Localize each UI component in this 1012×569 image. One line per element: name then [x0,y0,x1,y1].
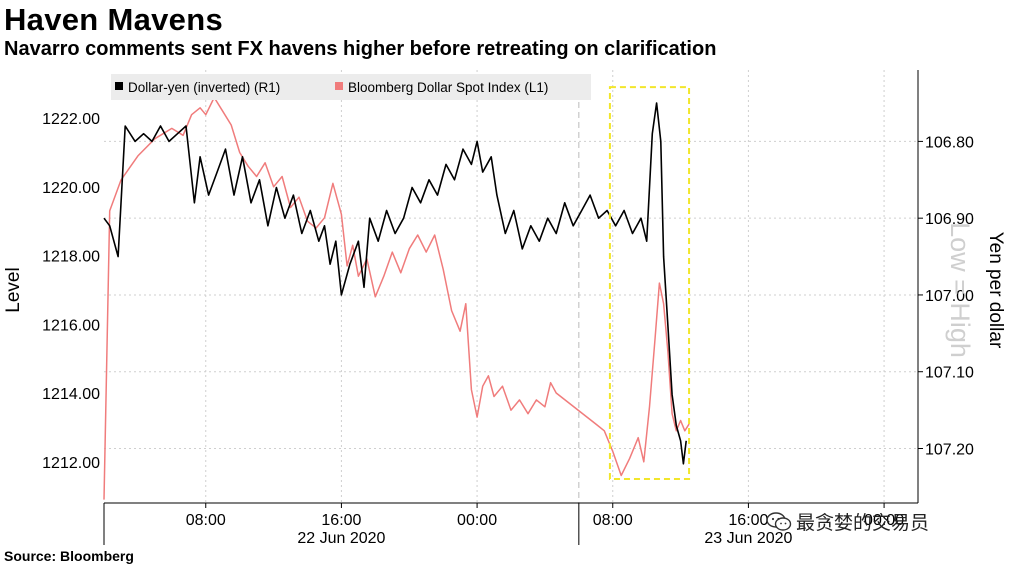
left-axis-label: Level [3,267,24,312]
left-tick-label: 1218.00 [42,249,100,266]
watermark: 最贪婪的交易员 [766,508,929,535]
x-tick-label: 16:00 [321,512,361,529]
right-axis-note: Low = High [945,222,975,358]
right-axis-label: Yen per dollar [985,232,1006,349]
highlight-box [608,86,691,480]
watermark-text: 最贪婪的交易员 [796,512,930,534]
chart-title: Haven Mavens [4,2,223,37]
legend-swatch-usd-yen [115,82,123,90]
legend-label-bbdxy: Bloomberg Dollar Spot Index (L1) [348,80,548,95]
wechat-icon [766,512,792,531]
x-tick-label: 00:00 [864,512,904,529]
right-tick-label: 107.10 [925,365,974,382]
x-date-label: 23 Jun 2020 [704,530,792,547]
right-tick-label: 106.80 [925,134,974,151]
left-tick-label: 1214.00 [42,386,100,403]
right-tick-label: 107.00 [925,288,974,305]
series-line-bbdxy [103,96,690,500]
left-tick-label: 1222.00 [42,111,100,128]
right-tick-label: 107.20 [925,441,974,458]
legend-background [111,74,591,100]
legend-label-usd-yen: Dollar-yen (inverted) (R1) [128,80,280,95]
x-tick-label: 16:00 [728,512,768,529]
chart-subtitle: Navarro comments sent FX havens higher b… [4,38,717,60]
legend-swatch-bbdxy [335,82,343,90]
source-note: Source: Bloomberg [4,548,134,564]
right-tick-label: 106.90 [925,211,974,228]
x-tick-label: 00:00 [457,512,497,529]
left-tick-label: 1212.00 [42,455,100,472]
legend: Dollar-yen (inverted) (R1) Bloomberg Dol… [111,74,591,100]
series-layer [103,86,691,500]
x-tick-label: 08:00 [186,512,226,529]
x-date-label: 22 Jun 2020 [297,530,385,547]
series-line-usd-yen [103,102,687,465]
left-tick-label: 1216.00 [42,317,100,334]
left-tick-label: 1220.00 [42,180,100,197]
grid [104,70,918,503]
axes: 1212.00 1214.00 1216.00 1218.00 1220.00 1222.… [42,70,974,547]
x-tick-label: 08:00 [593,512,633,529]
